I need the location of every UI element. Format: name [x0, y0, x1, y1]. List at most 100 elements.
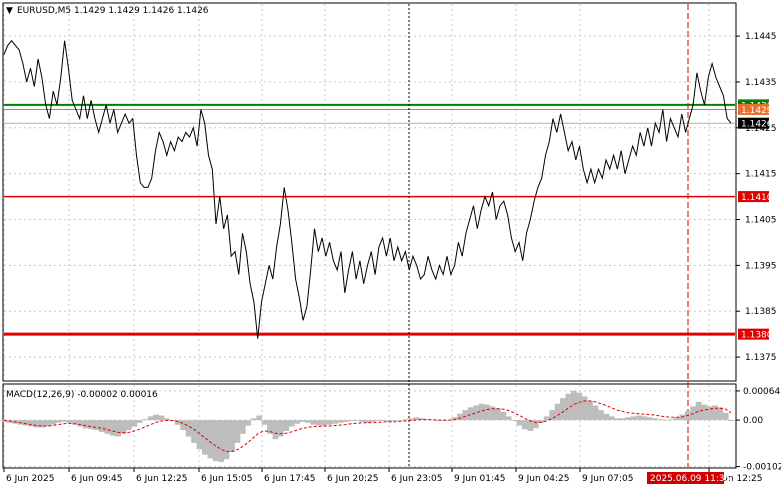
macd-histogram-bar: [44, 420, 51, 427]
macd-histogram-bar: [728, 420, 734, 421]
macd-histogram-bar: [82, 420, 89, 429]
macd-histogram-bar: [608, 416, 615, 420]
macd-histogram-bar: [581, 396, 588, 421]
macd-histogram-bar: [278, 420, 284, 437]
macd-histogram-bar: [402, 419, 409, 421]
x-tick-label: 6 Jun 15:05: [201, 474, 252, 484]
macd-histogram-bar: [473, 405, 479, 421]
macd-histogram-bar: [641, 416, 648, 420]
macd-histogram-bar: [381, 420, 387, 421]
macd-histogram-bar: [332, 420, 338, 424]
macd-histogram-bar: [560, 398, 566, 421]
y-tick-label: 1.1375: [745, 353, 777, 363]
macd-histogram-bar: [701, 404, 707, 421]
x-tick-label: 9 Jun 07:05: [582, 474, 633, 484]
macd-histogram-bar: [364, 420, 371, 423]
macd-histogram-bar: [66, 420, 73, 423]
macd-histogram-bar: [71, 420, 78, 425]
level-price-label: 1.1380: [741, 331, 773, 341]
macd-histogram-bar: [516, 420, 523, 426]
macd-histogram-bar: [397, 420, 403, 421]
macd-histogram-bar: [386, 420, 393, 422]
macd-histogram-bar: [630, 416, 637, 420]
macd-histogram-bar: [164, 418, 170, 421]
macd-histogram-bar: [61, 420, 67, 422]
macd-histogram-bar: [39, 420, 45, 428]
macd-histogram-bar: [717, 407, 724, 421]
macd-histogram-bar: [462, 410, 469, 421]
cursor-time-label: 2025.06.09 11:35: [650, 474, 730, 484]
macd-histogram-bar: [343, 420, 349, 422]
macd-histogram-bar: [505, 416, 512, 420]
macd-histogram-bar: [348, 420, 355, 421]
macd-histogram-bar: [250, 418, 257, 421]
macd-histogram-bar: [77, 420, 83, 427]
macd-histogram-bar: [467, 407, 474, 421]
macd-histogram-bar: [359, 420, 366, 422]
macd-histogram-bar: [598, 410, 604, 421]
macd-histogram-bar: [158, 415, 165, 421]
macd-histogram-bar: [88, 420, 94, 430]
macd-histogram-bar: [636, 415, 642, 421]
macd-histogram-bar: [592, 405, 599, 421]
macd-histogram-bar: [256, 415, 262, 421]
macd-histogram-bar: [576, 392, 583, 420]
macd-histogram-bar: [305, 420, 311, 423]
x-tick-label: 6 Jun 12:25: [136, 474, 187, 484]
macd-histogram-bar: [120, 420, 127, 434]
y-tick-label: 0.00: [743, 416, 763, 426]
macd-histogram-bar: [500, 411, 507, 421]
x-tick-label: 6 Jun 17:45: [264, 474, 315, 484]
x-tick-label: 9 Jun 04:25: [518, 474, 569, 484]
macd-histogram-bar: [408, 418, 414, 421]
level-price-label: 1.1426: [741, 120, 773, 130]
macd-histogram-bar: [663, 420, 669, 421]
price-pane[interactable]: [2, 2, 737, 382]
dropdown-triangle-icon[interactable]: ▼: [6, 6, 13, 16]
macd-title: MACD(12,26,9) -0.00002 0.00016: [6, 390, 158, 400]
macd-histogram-bar: [674, 417, 680, 420]
macd-histogram-bar: [321, 420, 328, 426]
macd-histogram-bar: [109, 420, 116, 436]
macd-histogram-bar: [657, 419, 664, 421]
price-series-line: [3, 39, 732, 339]
macd-histogram-bar: [234, 420, 241, 443]
macd-histogram-bar: [153, 414, 159, 421]
x-tick-label: 6 Jun 23:05: [391, 474, 442, 484]
macd-histogram-bar: [218, 420, 224, 462]
macd-histogram-bar: [429, 420, 436, 421]
macd-histogram-bar: [527, 420, 534, 431]
macd-histogram-bar: [565, 393, 572, 421]
macd-histogram-bar: [104, 420, 111, 434]
macd-histogram-bar: [33, 420, 40, 428]
level-price-badge: [738, 328, 769, 340]
macd-histogram-bar: [538, 420, 545, 423]
macd-signal-line: [3, 400, 732, 452]
macd-histogram-bar: [142, 419, 148, 421]
y-tick-label: 1.1415: [745, 170, 777, 180]
macd-histogram-bar: [191, 420, 197, 443]
macd-histogram-bar: [267, 420, 273, 434]
y-tick-label: 0.00064: [743, 387, 780, 397]
macd-histogram-bar: [413, 417, 420, 420]
macd-histogram-bar: [310, 420, 317, 425]
macd-histogram-bar: [174, 420, 181, 425]
level-price-badge: [738, 103, 769, 115]
cursor-time-badge: [647, 472, 724, 484]
y-tick-label: 1.1445: [745, 32, 777, 42]
y-tick-label: 1.1435: [745, 78, 777, 88]
macd-histogram-bar: [207, 420, 214, 459]
macd-histogram-bar: [571, 390, 577, 421]
macd-histogram-bar: [522, 420, 528, 430]
macd-histogram-bar: [294, 420, 300, 424]
macd-histogram-bar: [23, 420, 29, 426]
macd-histogram-bar: [180, 420, 186, 431]
macd-histogram-bar: [391, 420, 398, 421]
macd-histogram-bar: [511, 420, 517, 421]
macd-histogram-bar: [603, 413, 610, 421]
macd-histogram-bar: [55, 420, 62, 423]
y-tick-label: 1.1405: [745, 216, 777, 226]
macd-histogram-bar: [283, 420, 290, 431]
